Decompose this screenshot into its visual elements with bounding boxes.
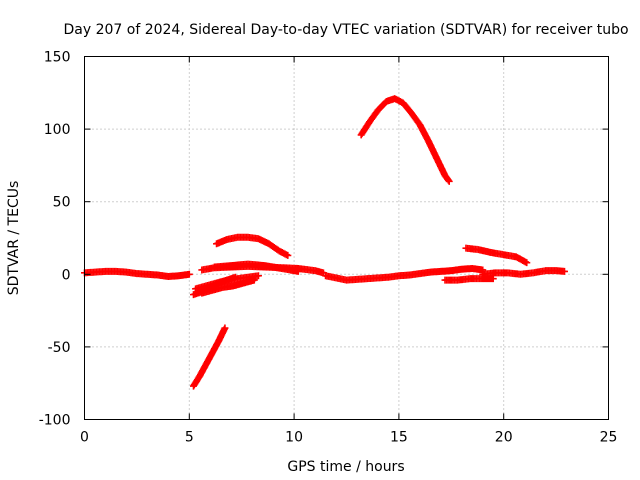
data-point: [444, 176, 452, 184]
x-axis-label: GPS time / hours: [287, 459, 404, 475]
y-axis-label: SDTVAR / TECUs: [6, 181, 22, 296]
data-point: [250, 276, 258, 284]
x-tick-label: 25: [600, 430, 618, 446]
y-tick-label: 50: [53, 195, 71, 211]
series-sat-d: [192, 272, 262, 293]
series-sat-g: [210, 260, 302, 275]
y-tick-label: 100: [44, 122, 71, 138]
y-tick-label: 0: [62, 267, 71, 283]
series-sat-l: [462, 244, 531, 267]
y-tick-label: 150: [44, 50, 71, 66]
data-point: [445, 177, 453, 185]
data-point: [221, 324, 229, 332]
axis-ticks: 0 5 10 15 20 25 -100 -50 0 50 100 150: [39, 50, 618, 446]
series-sat-m: [479, 267, 568, 278]
x-tick-label: 10: [285, 430, 303, 446]
data-point: [284, 251, 292, 259]
y-tick-label: -50: [48, 340, 71, 356]
x-tick-label: 0: [80, 430, 89, 446]
data-point: [294, 267, 302, 275]
series-sat-i: [322, 264, 487, 284]
series-sat-e: [198, 276, 258, 297]
chart-title: Day 207 of 2024, Sidereal Day-to-day VTE…: [63, 22, 628, 38]
x-tick-label: 15: [390, 430, 408, 446]
series-sat-b: [189, 324, 229, 390]
y-tick-label: -100: [39, 413, 71, 429]
x-tick-label: 20: [495, 430, 513, 446]
x-tick-label: 5: [185, 430, 194, 446]
data-point: [523, 259, 531, 267]
series-sat-h: [213, 233, 292, 259]
data-point: [560, 267, 568, 275]
data-marks: [81, 95, 568, 390]
data-point: [185, 270, 193, 278]
series-sat-j: [357, 95, 453, 185]
data-point: [254, 272, 262, 280]
plot-frame: [84, 56, 609, 420]
